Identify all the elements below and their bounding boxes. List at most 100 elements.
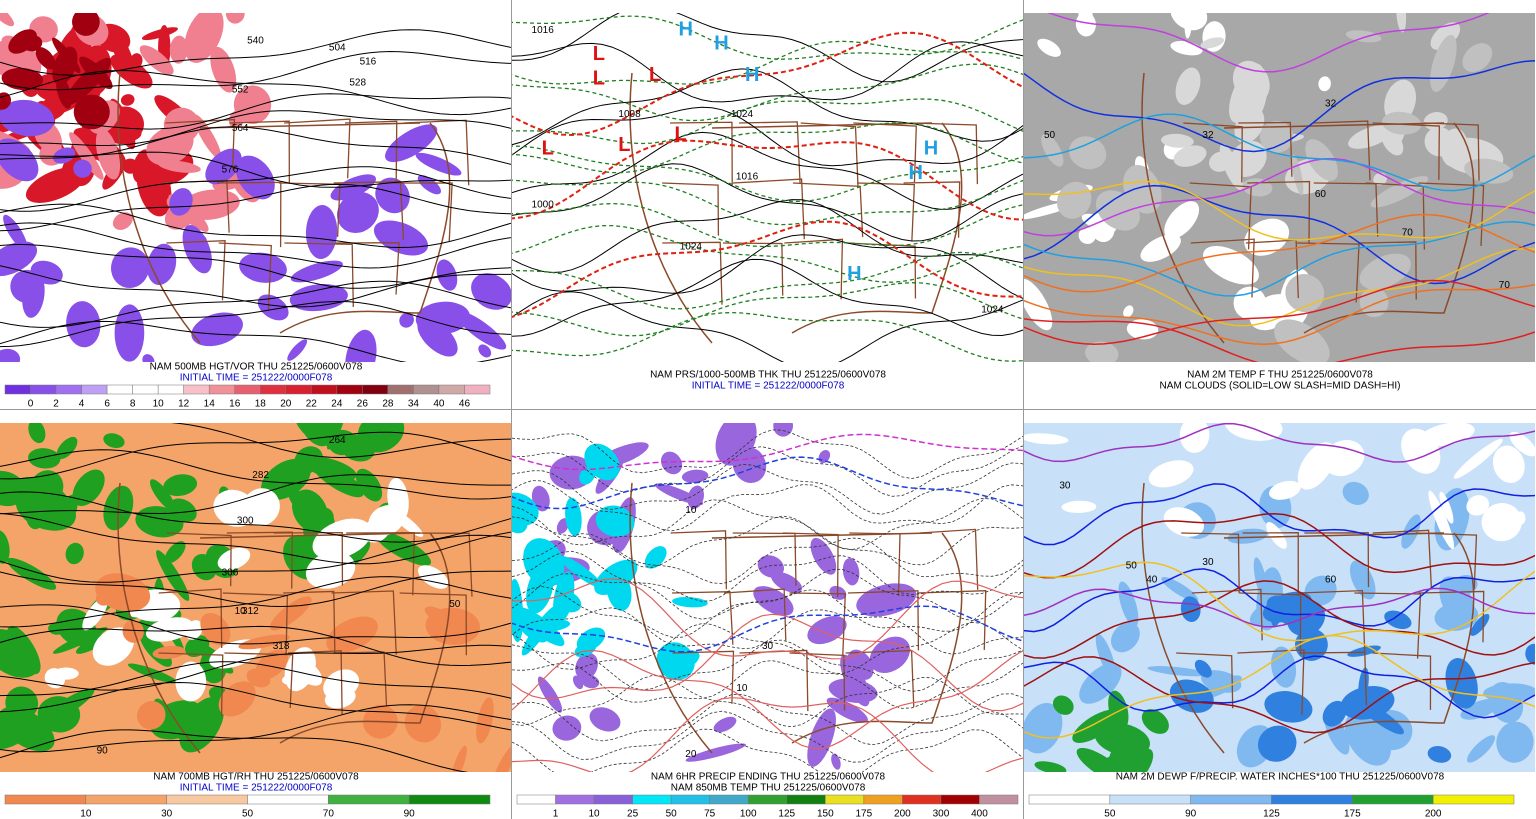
- contour-label: 1016: [736, 172, 759, 183]
- shaded-area: [290, 260, 343, 283]
- contour-label: 32: [1325, 98, 1337, 109]
- colorbar-label: 46: [459, 399, 471, 410]
- boundary: [333, 651, 388, 707]
- contour-label: 40: [1146, 575, 1158, 586]
- boundary: [670, 530, 728, 590]
- shaded-area: [179, 697, 224, 753]
- boundary: [226, 531, 293, 589]
- colorbar-label: 1: [553, 809, 559, 819]
- contour-line: [0, 166, 511, 212]
- contour-line: [0, 491, 511, 543]
- colorbar-label: 8: [130, 399, 136, 410]
- colorbar-label: 34: [408, 399, 420, 410]
- panel: 32 32 50 60 70 70 NAM 2M TEMP F THU 251225/060…: [1024, 13, 1535, 392]
- contour-line: [0, 431, 511, 480]
- colorbar-label: 6: [104, 399, 110, 410]
- contour-line: [512, 693, 1023, 746]
- shaded-area: [1164, 201, 1200, 239]
- shaded-area: [1140, 234, 1181, 262]
- shaded-area: [1452, 574, 1478, 596]
- colorbar-segment: [260, 384, 287, 395]
- contour-line: [512, 220, 1023, 318]
- colorbar-segment: [166, 794, 248, 805]
- contour-label: 1016: [532, 25, 555, 36]
- colorbar-label: 20: [280, 399, 292, 410]
- shaded-area: [1200, 37, 1225, 49]
- boundary: [1372, 652, 1432, 710]
- shaded-area: [336, 191, 379, 234]
- contour-line: [512, 179, 1023, 226]
- shaded-area: [28, 448, 61, 469]
- shaded-area: [1056, 181, 1092, 219]
- colorbar-label: 70: [323, 809, 335, 819]
- shaded-area: [1291, 154, 1304, 196]
- contour-label: 60: [1315, 189, 1327, 200]
- shaded-area: [1439, 491, 1454, 524]
- boundary: [917, 589, 987, 650]
- shaded-area: [572, 675, 584, 690]
- shaded-area: [191, 312, 243, 347]
- shaded-area: [1304, 575, 1337, 606]
- shaded-area: [399, 312, 414, 328]
- colorbar-label: 40: [433, 399, 445, 410]
- shaded-area: [149, 479, 176, 512]
- contour-label: 50: [449, 599, 461, 610]
- contour-line: [0, 300, 511, 348]
- shaded-area: [305, 205, 338, 260]
- contour-line: [512, 41, 1023, 103]
- colorbar-label: 125: [778, 809, 795, 819]
- shaded-area: [1384, 610, 1412, 630]
- shaded-area: [122, 620, 144, 643]
- boundary: [789, 652, 846, 711]
- contour-line: [1024, 113, 1535, 192]
- shaded-area: [490, 744, 511, 772]
- shaded-area: [685, 743, 746, 762]
- shaded-area: [556, 518, 569, 534]
- shaded-area: [169, 35, 188, 64]
- shaded-area: [404, 704, 442, 743]
- colorbar-label: 125: [1263, 809, 1280, 819]
- colorbar-segment: [336, 384, 363, 395]
- colorbar-segment: [632, 794, 672, 805]
- shaded-area: [1345, 30, 1382, 43]
- contour-label: 30: [1202, 557, 1214, 568]
- boundary: [1242, 532, 1299, 596]
- shaded-area: [345, 329, 377, 362]
- boundary: [284, 242, 354, 307]
- shaded-area: [0, 92, 12, 110]
- contour-line: [1024, 318, 1535, 362]
- shaded-area: [1041, 133, 1064, 167]
- boundary: [399, 592, 467, 656]
- shaded-area: [1318, 76, 1331, 92]
- contour-line: [0, 110, 511, 147]
- shaded-area: [1264, 691, 1313, 723]
- shaded-area: [1, 67, 44, 91]
- contour-line: [512, 122, 1023, 174]
- boundary: [672, 591, 734, 645]
- contour-label: 1000: [532, 200, 555, 211]
- boundary: [1418, 590, 1485, 643]
- colorbar-segment: [183, 384, 210, 395]
- colorbar-label: 24: [331, 399, 343, 410]
- shaded-area: [73, 159, 92, 178]
- shaded-area: [589, 707, 621, 732]
- contour-line: [0, 151, 511, 188]
- shaded-area: [594, 559, 638, 596]
- contour-line: [0, 243, 511, 289]
- contour-line: [1024, 655, 1535, 719]
- shaded-area: [1076, 747, 1125, 772]
- shaded-area: [310, 459, 364, 498]
- shaded-area: [193, 114, 222, 160]
- colorbar-label: 26: [357, 399, 369, 410]
- shaded-area: [0, 706, 55, 752]
- caption: INITIAL TIME = 251222/0000F078: [180, 783, 333, 794]
- shaded-area: [330, 174, 376, 201]
- shaded-area: [424, 606, 450, 623]
- colorbar-segment: [516, 794, 556, 805]
- boundary: [919, 528, 979, 590]
- shaded-area: [1173, 145, 1207, 167]
- pressure-center: H: [714, 33, 728, 55]
- contour-line: [512, 139, 1023, 221]
- boundary: [273, 531, 344, 586]
- shaded-area: [238, 634, 290, 650]
